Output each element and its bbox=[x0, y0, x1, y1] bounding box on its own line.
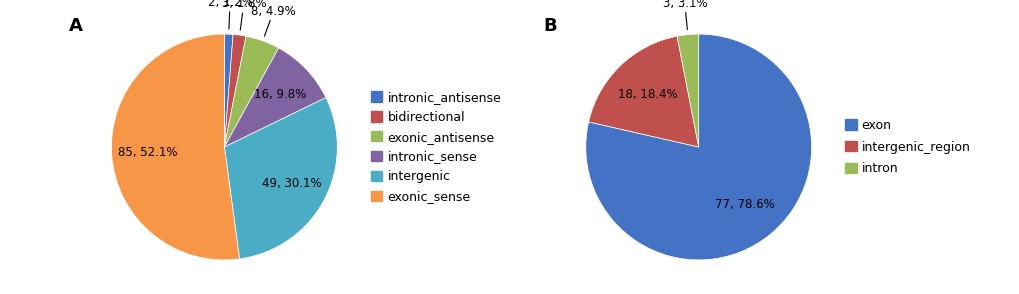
Wedge shape bbox=[677, 34, 698, 147]
Text: 2, 1.2%: 2, 1.2% bbox=[207, 0, 252, 29]
Text: 3, 1.8%: 3, 1.8% bbox=[221, 0, 266, 30]
Wedge shape bbox=[224, 34, 246, 147]
Wedge shape bbox=[585, 34, 811, 260]
Text: 3, 3.1%: 3, 3.1% bbox=[662, 0, 706, 30]
Text: B: B bbox=[542, 17, 556, 35]
Text: 85, 52.1%: 85, 52.1% bbox=[118, 146, 177, 159]
Legend: exon, intergenic_region, intron: exon, intergenic_region, intron bbox=[840, 114, 974, 180]
Wedge shape bbox=[224, 36, 278, 147]
Legend: intronic_antisense, bidirectional, exonic_antisense, intronic_sense, intergenic,: intronic_antisense, bidirectional, exoni… bbox=[366, 86, 505, 208]
Wedge shape bbox=[111, 34, 239, 260]
Wedge shape bbox=[224, 98, 337, 259]
Wedge shape bbox=[588, 36, 698, 147]
Text: 8, 4.9%: 8, 4.9% bbox=[251, 5, 296, 36]
Text: A: A bbox=[68, 17, 83, 35]
Text: 77, 78.6%: 77, 78.6% bbox=[714, 198, 773, 211]
Text: 49, 30.1%: 49, 30.1% bbox=[262, 177, 322, 190]
Text: 16, 9.8%: 16, 9.8% bbox=[254, 88, 306, 101]
Wedge shape bbox=[224, 34, 233, 147]
Text: 18, 18.4%: 18, 18.4% bbox=[618, 88, 677, 101]
Wedge shape bbox=[224, 48, 326, 147]
